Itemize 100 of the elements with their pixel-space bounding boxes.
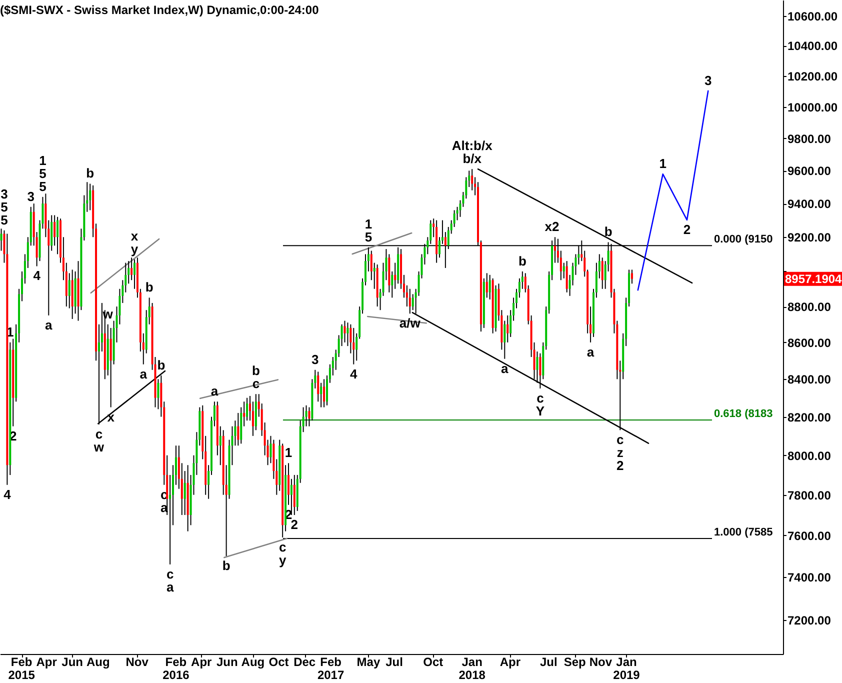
candlestick	[630, 269, 633, 284]
x-tick-label: Apr	[191, 655, 212, 669]
x-tick-label: Jan 2018	[458, 655, 486, 682]
candlestick	[56, 216, 59, 255]
annotation: z	[616, 445, 624, 460]
annotation: 2	[683, 222, 691, 237]
annotation: 4	[4, 486, 12, 502]
annotation: a	[166, 579, 174, 594]
annotation: b	[518, 253, 526, 268]
annotation: b	[157, 357, 166, 372]
y-tick-label: 7200.00	[788, 613, 832, 628]
candlestick	[219, 426, 222, 466]
annotation: 3	[27, 188, 34, 204]
line-series	[637, 90, 709, 291]
candlestick	[293, 474, 296, 516]
x-tick-label: Jul	[386, 655, 403, 669]
candlestick	[601, 257, 604, 290]
x-tick-label: Oct	[268, 655, 289, 669]
annotation: 1	[284, 445, 292, 460]
ref-line-label: 0.000 (9150	[714, 234, 773, 246]
x-tick-label: Apr	[36, 655, 58, 669]
x-tick-label: Nov	[126, 655, 149, 669]
y-tick-label: 10600.00	[788, 9, 838, 24]
x-tick-label: Jun	[62, 655, 84, 669]
candlestick	[237, 412, 240, 446]
candlestick	[320, 382, 322, 408]
y-tick-label: 9800.00	[788, 132, 832, 146]
annotation: 5	[39, 166, 46, 181]
ref-line-label: 1.000 (7585	[714, 526, 773, 538]
x-tick-label: Feb 2016	[162, 655, 190, 682]
x-tick-label: Feb 2017	[317, 655, 344, 682]
annotation: c	[166, 566, 174, 582]
annotation: 4	[350, 366, 358, 382]
ref-line-label: 0.618 (8183	[714, 408, 773, 420]
annotation: 5	[364, 229, 372, 244]
annotation: c	[278, 539, 286, 554]
x-tick-label: Sep	[564, 655, 586, 669]
annotation: c	[252, 376, 260, 392]
x-tick-label: Jun	[216, 655, 238, 669]
y-tick-label: 10200.00	[788, 70, 838, 84]
candlestick	[290, 478, 292, 516]
annotation: 1	[39, 152, 46, 168]
annotation: 1	[6, 324, 14, 340]
candlestick	[506, 314, 509, 343]
y-tick-label: 9400.00	[788, 197, 832, 212]
annotation: b	[222, 558, 230, 574]
annotation: 2	[290, 516, 298, 532]
annotation: 2	[616, 458, 624, 474]
annotation: y	[130, 241, 139, 256]
annotation: c	[95, 426, 103, 442]
candlestick	[308, 406, 310, 427]
y-tick-label: 8400.00	[788, 372, 832, 387]
annotation: 5	[0, 199, 8, 214]
annotation: Alt:b/x	[452, 138, 494, 154]
x-tick-label: Aug	[86, 655, 110, 669]
chart-title: ($SMI-SWX - Swiss Market Index,W) Dynamic,0:00-24:00	[0, 3, 320, 17]
y-tick-label: 8600.00	[788, 336, 832, 350]
annotation: a	[586, 344, 595, 360]
candlestick	[89, 183, 92, 211]
y-tick-label: 10000.00	[788, 100, 838, 114]
annotation: b	[86, 166, 94, 181]
y-tick-label: 9600.00	[788, 164, 832, 178]
annotation: 1	[364, 216, 372, 232]
annotation: Y	[536, 403, 545, 418]
candlestick	[134, 258, 136, 290]
annotation: c	[536, 390, 544, 406]
candlestick	[488, 274, 491, 300]
annotation: y	[278, 552, 287, 568]
x-tick-label: Jan 2019	[613, 655, 640, 682]
annotation: c	[616, 432, 624, 448]
annotation: a	[501, 360, 510, 376]
annotation: 4	[33, 268, 42, 284]
x-tick-label: Jul	[540, 655, 558, 669]
y-tick-label: 8200.00	[788, 410, 832, 424]
candlestick	[243, 401, 246, 427]
candlestick	[344, 320, 346, 343]
candlestick	[352, 327, 355, 365]
annotation: x	[130, 228, 139, 244]
x-tick-label: Apr	[500, 655, 521, 669]
annotation: 5	[0, 212, 8, 228]
annotation: b	[252, 363, 260, 378]
candlestick	[373, 262, 376, 290]
y-tick-label: 9200.00	[788, 230, 832, 245]
x-tick-label: Nov	[589, 655, 612, 669]
candlestick	[394, 262, 396, 290]
annotation: a	[210, 384, 219, 399]
candlestick	[566, 260, 568, 293]
candlestick	[486, 272, 488, 298]
annotation: 3	[704, 72, 712, 88]
y-tick-label: 10400.00	[788, 39, 838, 54]
annotation: a/w	[399, 316, 422, 331]
y-tick-label: 8000.00	[788, 448, 832, 463]
candlestick	[562, 262, 565, 279]
candlestick	[157, 378, 160, 410]
x-tick-label: Aug	[241, 655, 265, 669]
candlestick	[68, 272, 70, 309]
candlestick	[110, 327, 112, 408]
candlestick	[130, 257, 133, 281]
x-tick-label: Oct	[423, 655, 444, 669]
candlestick	[54, 214, 56, 246]
